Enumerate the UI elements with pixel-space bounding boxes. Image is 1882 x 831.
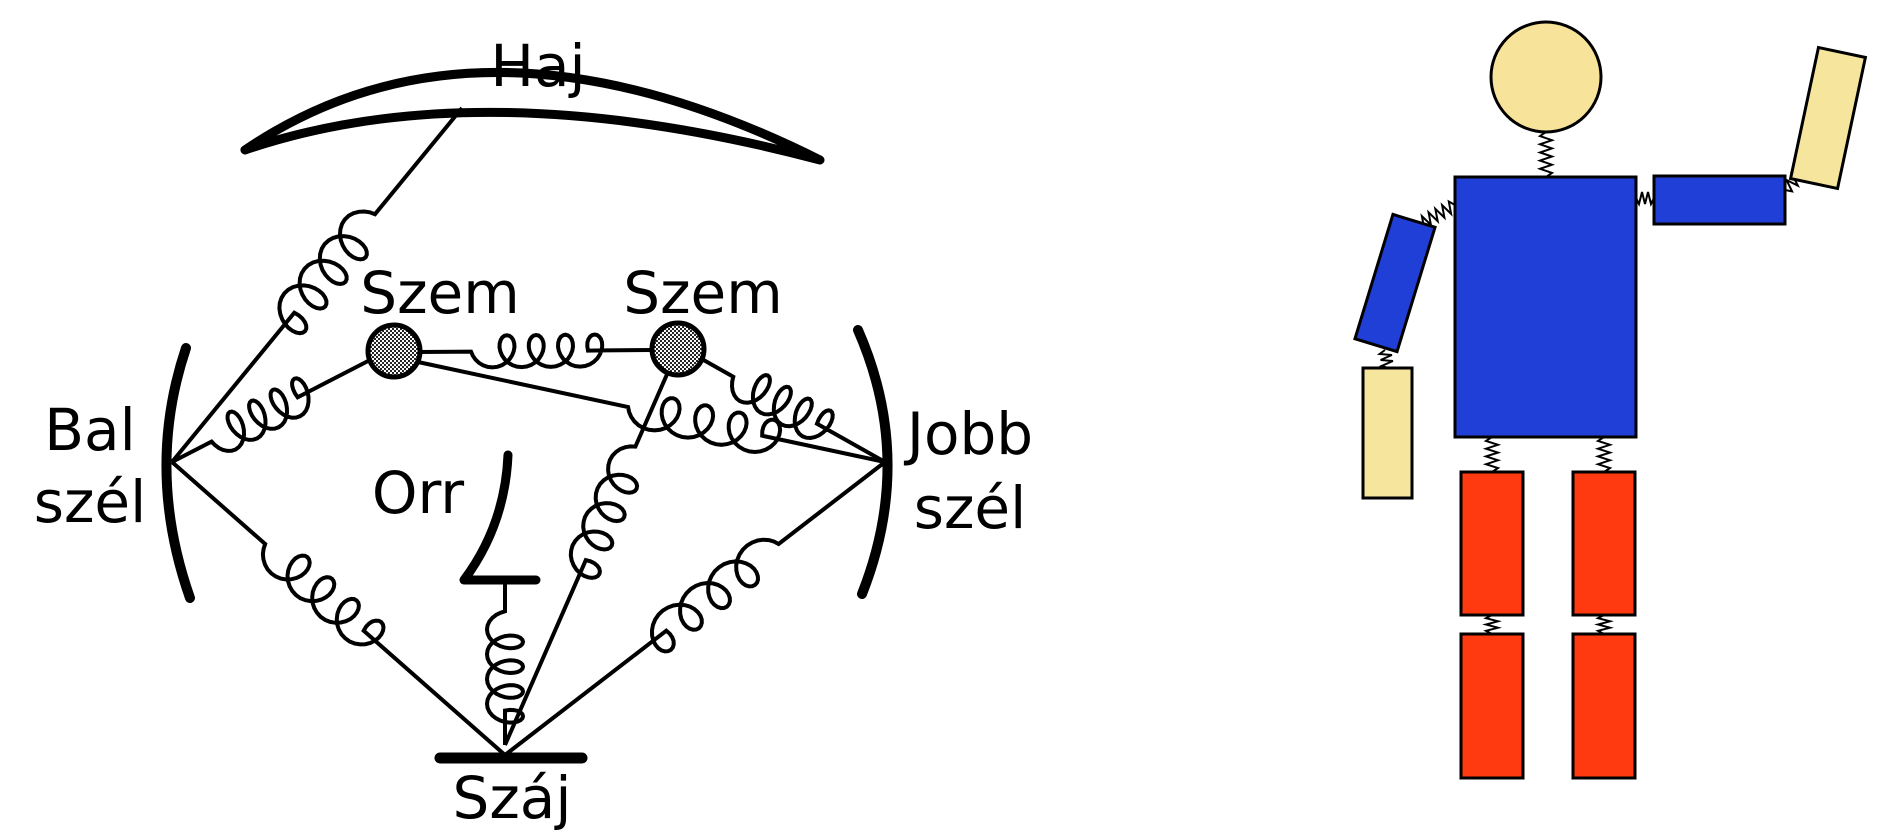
spring-lefteye-righteye xyxy=(419,332,653,370)
spring-left-elbow xyxy=(1376,349,1394,369)
left-edge-label-line2: szél xyxy=(34,468,146,536)
figure-right-upper-arm xyxy=(1652,174,1787,226)
spring-right-knee xyxy=(1594,614,1614,635)
figure-left-upper-arm xyxy=(1353,212,1437,354)
spring-nose-mouth xyxy=(484,582,526,745)
spring-mass-figure xyxy=(1353,20,1868,780)
left-edge-label-line1: Bal xyxy=(44,396,135,464)
right-eye-label: Szem xyxy=(623,259,782,327)
nose-label: Orr xyxy=(372,459,464,527)
face-spring-model: Haj Szem Szem Bal szél Jobb szél Orr Szá… xyxy=(34,32,1033,831)
figure-left-shin xyxy=(1459,632,1525,780)
figure-right-thigh xyxy=(1571,470,1637,617)
hair-label: Haj xyxy=(490,32,585,100)
right-edge-label-line2: szél xyxy=(914,474,1026,542)
hair-arc xyxy=(240,68,825,165)
spring-left-knee xyxy=(1482,614,1502,635)
mouth-label: Száj xyxy=(453,764,572,831)
spring-rightedge-mouth xyxy=(503,460,887,757)
spring-neck xyxy=(1536,131,1556,178)
spring-lefteye-rightedge xyxy=(417,360,886,464)
spring-left-shoulder xyxy=(1417,199,1456,231)
spring-leftedge-lefteye xyxy=(171,358,371,464)
left-edge-arc xyxy=(161,343,195,603)
spring-links xyxy=(170,106,887,757)
spring-righteye-rightedge xyxy=(699,356,886,464)
figure-torso xyxy=(1453,175,1638,439)
spring-hair-leftedge xyxy=(170,106,464,464)
figure-head xyxy=(1489,20,1603,134)
left-eye xyxy=(365,322,423,380)
figure-springs xyxy=(1376,131,1806,635)
left-eye-label: Szem xyxy=(360,259,519,327)
right-edge-arc xyxy=(853,325,893,599)
spring-leftedge-mouth xyxy=(170,460,507,757)
figure-right-hand xyxy=(1788,45,1868,191)
figure-left-hand xyxy=(1361,366,1414,500)
right-edge-label-line1: Jobb xyxy=(904,400,1033,468)
figure-left-thigh xyxy=(1459,470,1525,617)
spring-right-shoulder xyxy=(1635,191,1655,207)
spring-left-hip xyxy=(1482,436,1502,473)
right-eye xyxy=(649,320,707,378)
spring-right-hip xyxy=(1594,436,1614,473)
nose-shape xyxy=(459,450,541,585)
figure-right-shin xyxy=(1571,632,1637,780)
spring-righteye-mouth xyxy=(503,371,670,746)
